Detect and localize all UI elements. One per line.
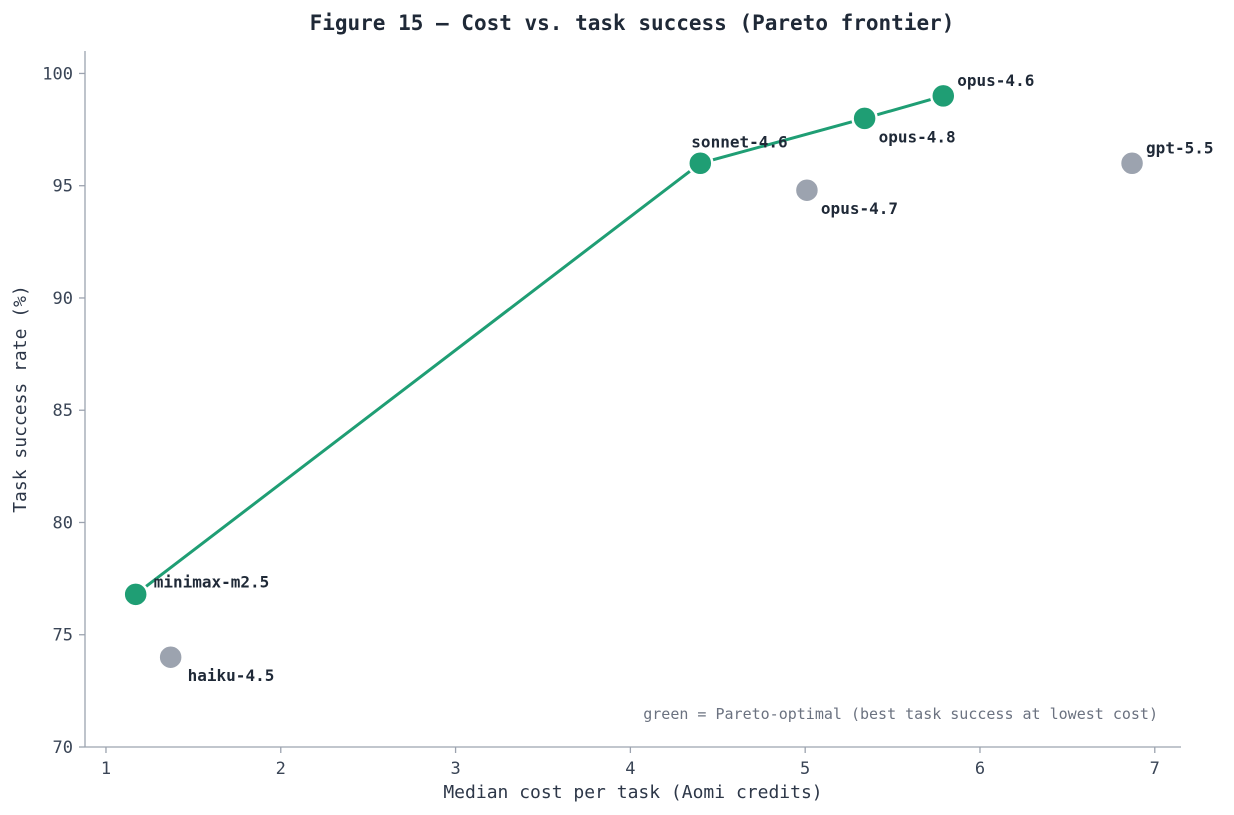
chart-title: Figure 15 — Cost vs. task success (Paret… xyxy=(310,11,955,35)
point-minimax-m2.5 xyxy=(122,581,149,608)
point-opus-4.8 xyxy=(851,105,878,132)
series: minimax-m2.5 haiku-4.5 sonnet-4.6 opus-4.7 o… xyxy=(122,71,1213,685)
point-label-opus-4.7: opus-4.7 xyxy=(821,199,898,218)
y-tick-label: 100 xyxy=(42,64,73,84)
pareto-note: green = Pareto-optimal (best task succes… xyxy=(643,705,1158,723)
point-gpt-5.5 xyxy=(1118,150,1146,177)
x-tick-label: 1 xyxy=(101,759,111,779)
x-axis-label: Median cost per task (Aomi credits) xyxy=(443,782,822,803)
point-haiku-4.5 xyxy=(157,643,184,671)
x-tick-label: 2 xyxy=(276,759,286,779)
x-ticks: 1 2 3 4 5 6 7 xyxy=(101,747,1160,779)
x-tick-label: 3 xyxy=(450,759,460,779)
axes xyxy=(84,51,1181,748)
y-tick-label: 70 xyxy=(53,738,73,758)
point-label-opus-4.8: opus-4.8 xyxy=(879,127,956,146)
x-tick-label: 5 xyxy=(800,759,810,779)
x-tick-label: 4 xyxy=(625,759,635,779)
y-tick-label: 85 xyxy=(53,401,73,421)
x-tick-label: 6 xyxy=(975,759,985,779)
point-label-haiku-4.5: haiku-4.5 xyxy=(188,666,275,685)
y-ticks: 70 75 80 85 90 95 100 xyxy=(42,64,85,758)
point-label-minimax-m2.5: minimax-m2.5 xyxy=(154,572,270,591)
point-opus-4.6 xyxy=(930,82,957,110)
point-sonnet-4.6 xyxy=(687,150,714,177)
y-tick-label: 90 xyxy=(53,289,73,309)
point-label-sonnet-4.6: sonnet-4.6 xyxy=(691,132,787,151)
y-tick-label: 80 xyxy=(53,513,73,533)
point-label-opus-4.6: opus-4.6 xyxy=(957,71,1034,90)
point-label-gpt-5.5: gpt-5.5 xyxy=(1146,138,1213,157)
y-axis-label: Task success rate (%) xyxy=(10,285,31,513)
x-tick-label: 7 xyxy=(1150,759,1160,779)
pareto-frontier-line xyxy=(134,94,944,596)
point-opus-4.7 xyxy=(793,176,821,204)
y-tick-label: 95 xyxy=(53,177,73,197)
y-tick-label: 75 xyxy=(53,626,73,646)
